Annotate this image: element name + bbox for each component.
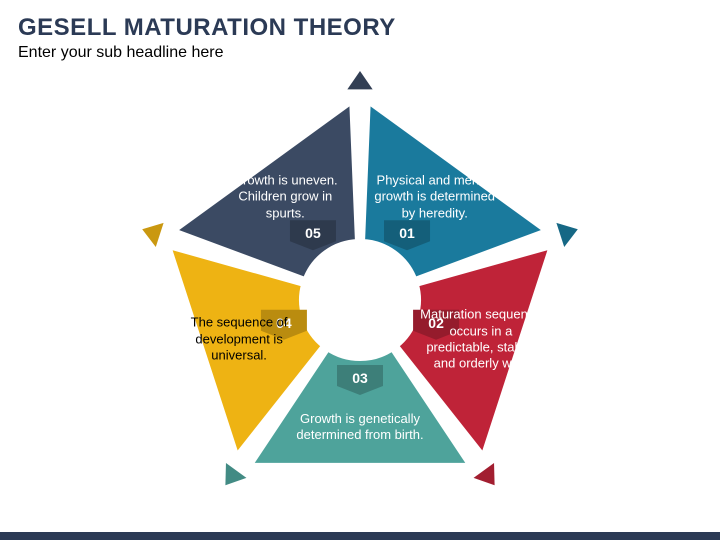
segment-label-05: Growth is uneven. Children grow in spurt… <box>220 173 350 222</box>
corner-accent-03 <box>225 463 246 485</box>
segment-number-03: 03 <box>352 370 368 386</box>
page-subtitle: Enter your sub headline here <box>18 44 223 62</box>
segment-label-03: Growth is genetically determined from bi… <box>295 411 425 444</box>
segment-label-02: Maturation sequence occurs in a predicta… <box>416 307 546 372</box>
corner-accent-01 <box>556 223 577 247</box>
segment-number-05: 05 <box>305 225 321 241</box>
footer-bar <box>0 532 720 540</box>
page-title: GESELL MATURATION THEORY <box>18 14 396 42</box>
corner-accent-04 <box>142 223 163 247</box>
segment-number-01: 01 <box>399 225 415 241</box>
infographic-stage <box>0 0 720 540</box>
corner-accent-05 <box>347 71 372 89</box>
segment-label-01: Physical and mental growth is determined… <box>370 173 500 222</box>
pentagon-diagram <box>0 0 720 540</box>
segment-label-04: The sequence of development is universal… <box>174 315 304 364</box>
corner-accent-02 <box>474 463 495 485</box>
